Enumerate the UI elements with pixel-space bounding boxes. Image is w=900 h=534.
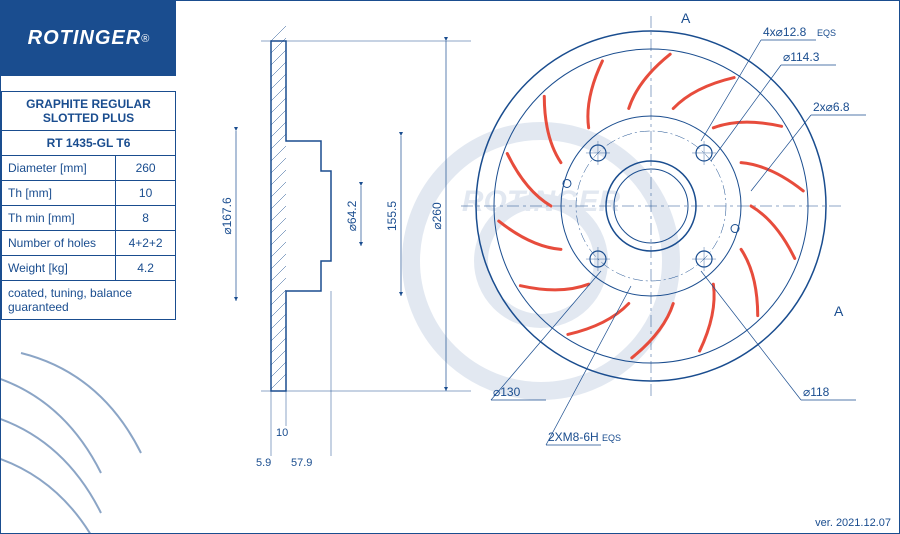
svg-text:⌀114.3: ⌀114.3 bbox=[783, 50, 820, 64]
table-row: Th [mm]10 bbox=[2, 181, 176, 206]
table-row: Weight [kg]4.2 bbox=[2, 256, 176, 281]
svg-text:⌀130: ⌀130 bbox=[493, 385, 521, 399]
brand-logo: ROTINGER® bbox=[1, 1, 176, 76]
svg-text:10: 10 bbox=[276, 427, 288, 439]
technical-drawing: ⌀167.6 ⌀64.2 155.5 ⌀260 5.9 57.9 10 A A 4x⌀12.8 EQ… bbox=[191, 11, 891, 511]
svg-text:⌀118: ⌀118 bbox=[803, 385, 830, 399]
part-number: RT 1435-GL T6 bbox=[2, 131, 176, 156]
product-line: GRAPHITE REGULAR SLOTTED PLUS bbox=[2, 92, 176, 131]
svg-text:EQS: EQS bbox=[602, 433, 621, 443]
svg-text:A: A bbox=[681, 11, 691, 26]
svg-text:155.5: 155.5 bbox=[385, 201, 399, 231]
table-row: Th min [mm]8 bbox=[2, 206, 176, 231]
svg-text:2XM8-6H: 2XM8-6H bbox=[548, 430, 599, 444]
svg-text:A: A bbox=[834, 303, 844, 319]
spec-note: coated, tuning, balance guaranteed bbox=[2, 281, 176, 320]
spec-table: GRAPHITE REGULAR SLOTTED PLUS RT 1435-GL… bbox=[1, 91, 176, 320]
svg-text:2x⌀6.8: 2x⌀6.8 bbox=[813, 100, 850, 114]
svg-text:5.9: 5.9 bbox=[256, 457, 271, 469]
drawing-frame: ROTINGER® GRAPHITE REGULAR SLOTTED PLUS … bbox=[0, 0, 900, 534]
svg-text:⌀260: ⌀260 bbox=[430, 202, 444, 230]
svg-text:57.9: 57.9 bbox=[291, 457, 312, 469]
version-label: ver. 2021.12.07 bbox=[815, 517, 891, 529]
svg-text:⌀167.6: ⌀167.6 bbox=[220, 197, 234, 235]
svg-text:4x⌀12.8: 4x⌀12.8 bbox=[763, 25, 807, 39]
table-row: Diameter [mm]260 bbox=[2, 156, 176, 181]
brand-name: ROTINGER bbox=[28, 27, 142, 50]
svg-text:⌀64.2: ⌀64.2 bbox=[345, 200, 359, 231]
decorative-slots bbox=[1, 333, 176, 533]
table-row: Number of holes4+2+2 bbox=[2, 231, 176, 256]
svg-text:EQS: EQS bbox=[817, 28, 836, 38]
registered-mark: ® bbox=[141, 33, 149, 45]
